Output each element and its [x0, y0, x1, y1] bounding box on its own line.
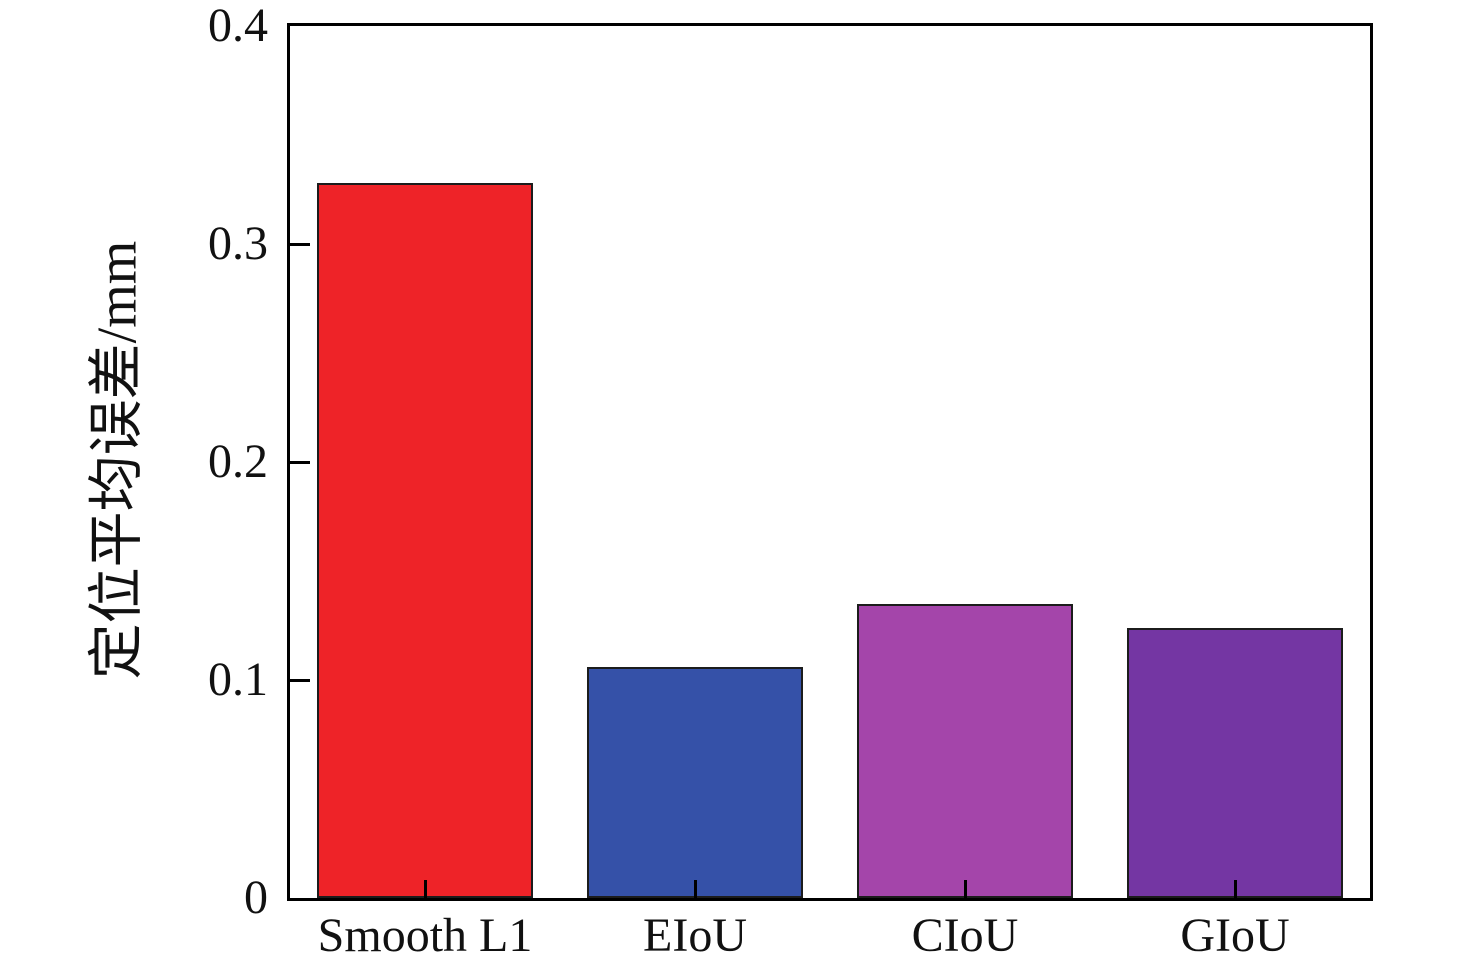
y-tick-0-3 — [290, 242, 310, 246]
x-tick-giou — [1233, 880, 1237, 898]
plot-area — [287, 23, 1373, 901]
y-tick-0-1 — [290, 678, 310, 682]
y-tick-label-0-3: 0.3 — [208, 217, 268, 270]
x-tick-smooth-l1 — [423, 880, 427, 898]
x-label-smooth-l1: Smooth L1 — [317, 909, 533, 962]
y-tick-label-0-2: 0.2 — [208, 435, 268, 488]
y-tick-0-2 — [290, 460, 310, 464]
y-tick-label-0: 0 — [244, 871, 268, 924]
bar-giou — [1127, 627, 1343, 898]
x-tick-eiou — [693, 880, 697, 898]
x-tick-ciou — [963, 880, 967, 898]
x-label-giou: GIoU — [1180, 909, 1290, 962]
x-label-eiou: EIoU — [643, 909, 747, 962]
y-tick-label-0-4: 0.4 — [208, 0, 268, 52]
y-tick-label-0-1: 0.1 — [208, 653, 268, 706]
bar-ciou — [857, 603, 1073, 898]
bar-smooth-l1 — [317, 182, 533, 898]
bar-eiou — [587, 666, 803, 898]
x-label-ciou: CIoU — [911, 909, 1019, 962]
